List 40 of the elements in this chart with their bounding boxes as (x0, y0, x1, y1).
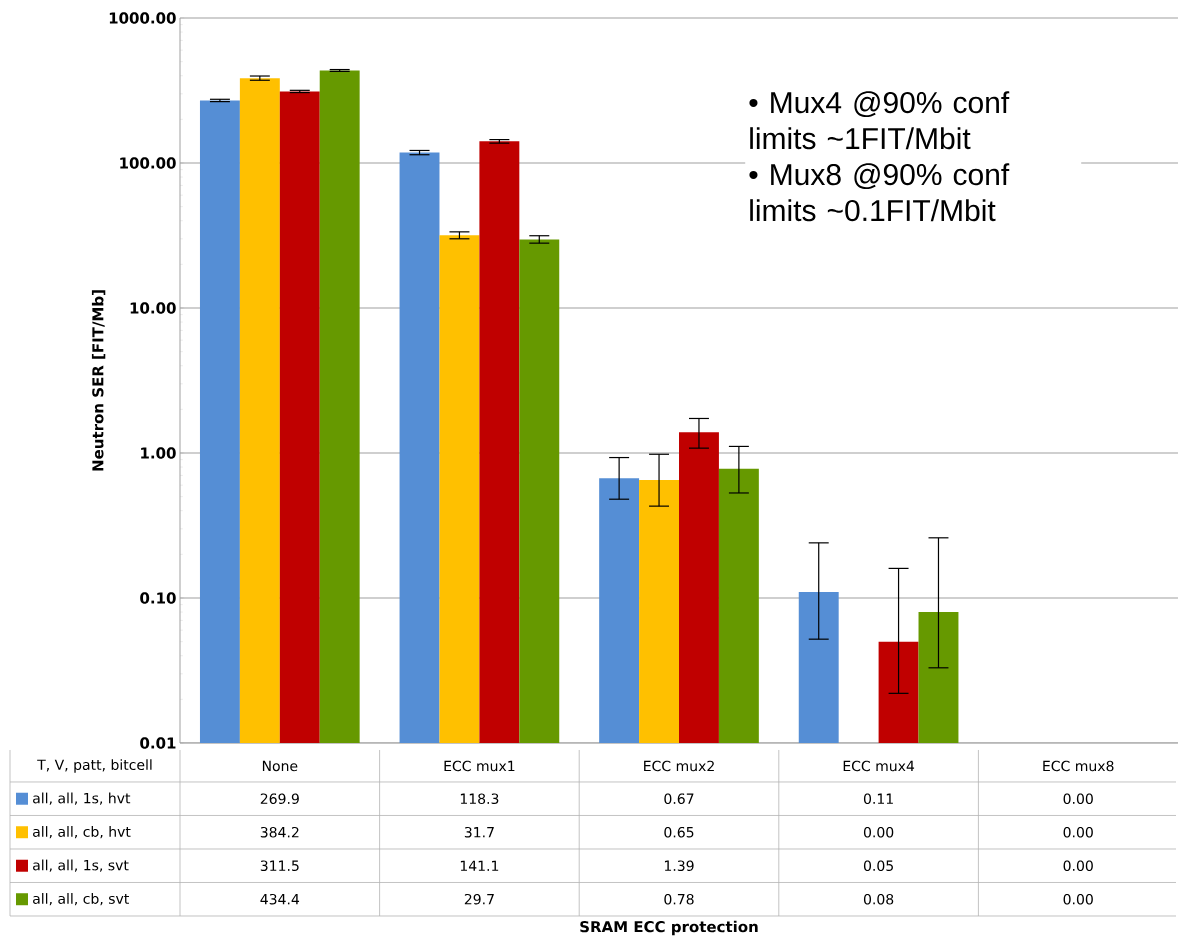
data-label: 1.39 (664, 860, 694, 872)
legend-label: all, all, cb, svt (33, 893, 129, 906)
data-label: 118.3 (460, 793, 499, 805)
x-tick-label: ECC mux1 (444, 760, 515, 772)
legend-label: all, all, 1s, hvt (33, 792, 131, 805)
data-label: 0.08 (863, 893, 894, 905)
text: 0.00 (863, 826, 894, 838)
legend-title: T, V, patt, bitcell (37, 759, 152, 773)
data-label: 0.78 (664, 893, 694, 905)
y-tick-label: 100.00 (120, 157, 176, 169)
x-tick-label: ECC mux8 (1043, 760, 1114, 772)
y-tick-label: 0.10 (140, 592, 176, 604)
data-label: 434.4 (260, 893, 300, 905)
annotation: • Mux4 @90% conf limits ~1FIT/Mbit (749, 91, 1010, 150)
text: 0.00 (1063, 826, 1093, 838)
text: 0.00 (1063, 793, 1093, 805)
data-label: 269.9 (260, 793, 299, 805)
x-tick-label: ECC mux4 (843, 760, 915, 772)
x-tick-label: None (262, 760, 298, 772)
legend-label: all, all, 1s, svt (33, 859, 129, 872)
data-label: 0.05 (863, 860, 893, 872)
y-axis-title: Neutron SER [FIT/Mb] (91, 290, 106, 471)
data-label: 31.7 (464, 826, 494, 838)
data-label: 384.2 (260, 826, 299, 838)
y-tick-label: 1000.00 (109, 12, 176, 24)
annotation: • Mux8 @90% conf limits ~0.1FIT/Mbit (749, 163, 1010, 222)
data-label: 0.65 (664, 826, 694, 838)
text: 0.00 (1063, 860, 1093, 872)
y-tick-label: 1.00 (141, 447, 176, 459)
legend-label: all, all, cb, hvt (33, 826, 131, 839)
data-label: 29.7 (464, 893, 494, 905)
y-tick-label: 10.00 (130, 302, 176, 314)
text: 0.00 (1063, 893, 1093, 905)
data-label: 0.11 (863, 793, 893, 805)
data-label: 0.67 (664, 793, 694, 805)
text: SRAM ECC protection (580, 920, 758, 936)
data-label: 141.1 (460, 860, 499, 871)
data-label: 311.5 (260, 860, 299, 872)
y-tick-label: 0.01 (140, 737, 176, 749)
x-tick-label: ECC mux2 (644, 760, 714, 772)
